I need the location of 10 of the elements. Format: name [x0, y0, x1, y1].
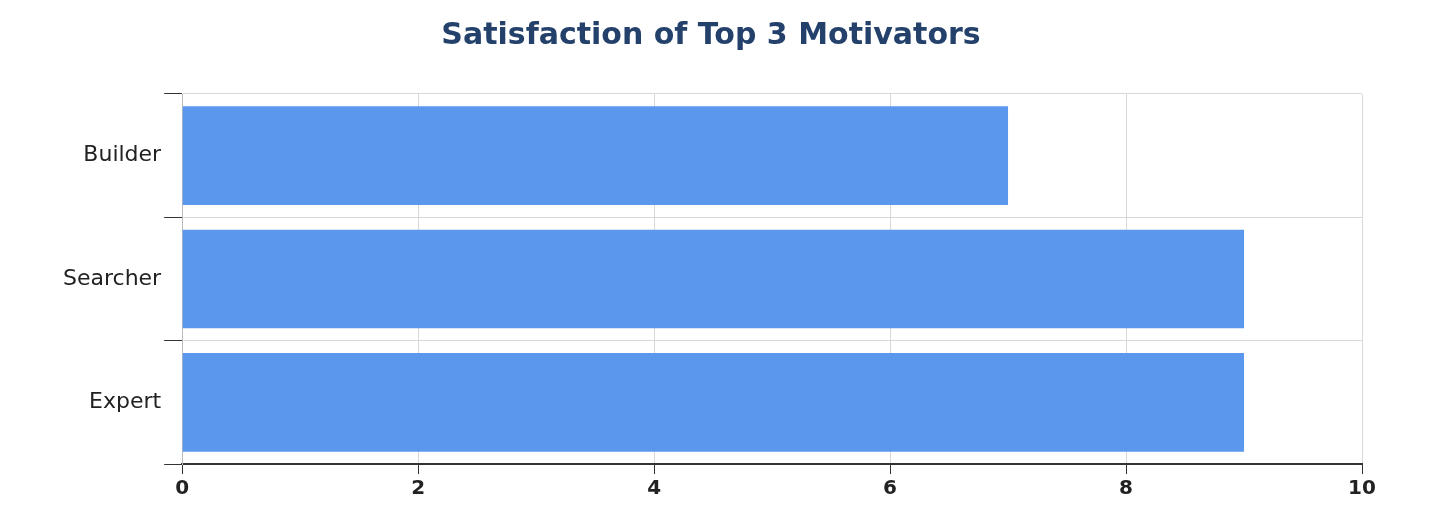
y-tick-label: Builder: [83, 141, 163, 167]
chart-title: Satisfaction of Top 3 Motivators: [441, 15, 981, 51]
x-tick-label: 2: [411, 475, 426, 500]
x-tick-label: 0: [175, 475, 190, 500]
y-tick-label: Searcher: [62, 264, 163, 290]
x-tick-label: 8: [1119, 475, 1133, 500]
y-tick-label: Expert: [89, 388, 162, 414]
x-tick-label: 6: [883, 475, 898, 500]
x-tick-label: 4: [647, 475, 662, 500]
x-tick-label: 10: [1348, 475, 1376, 500]
